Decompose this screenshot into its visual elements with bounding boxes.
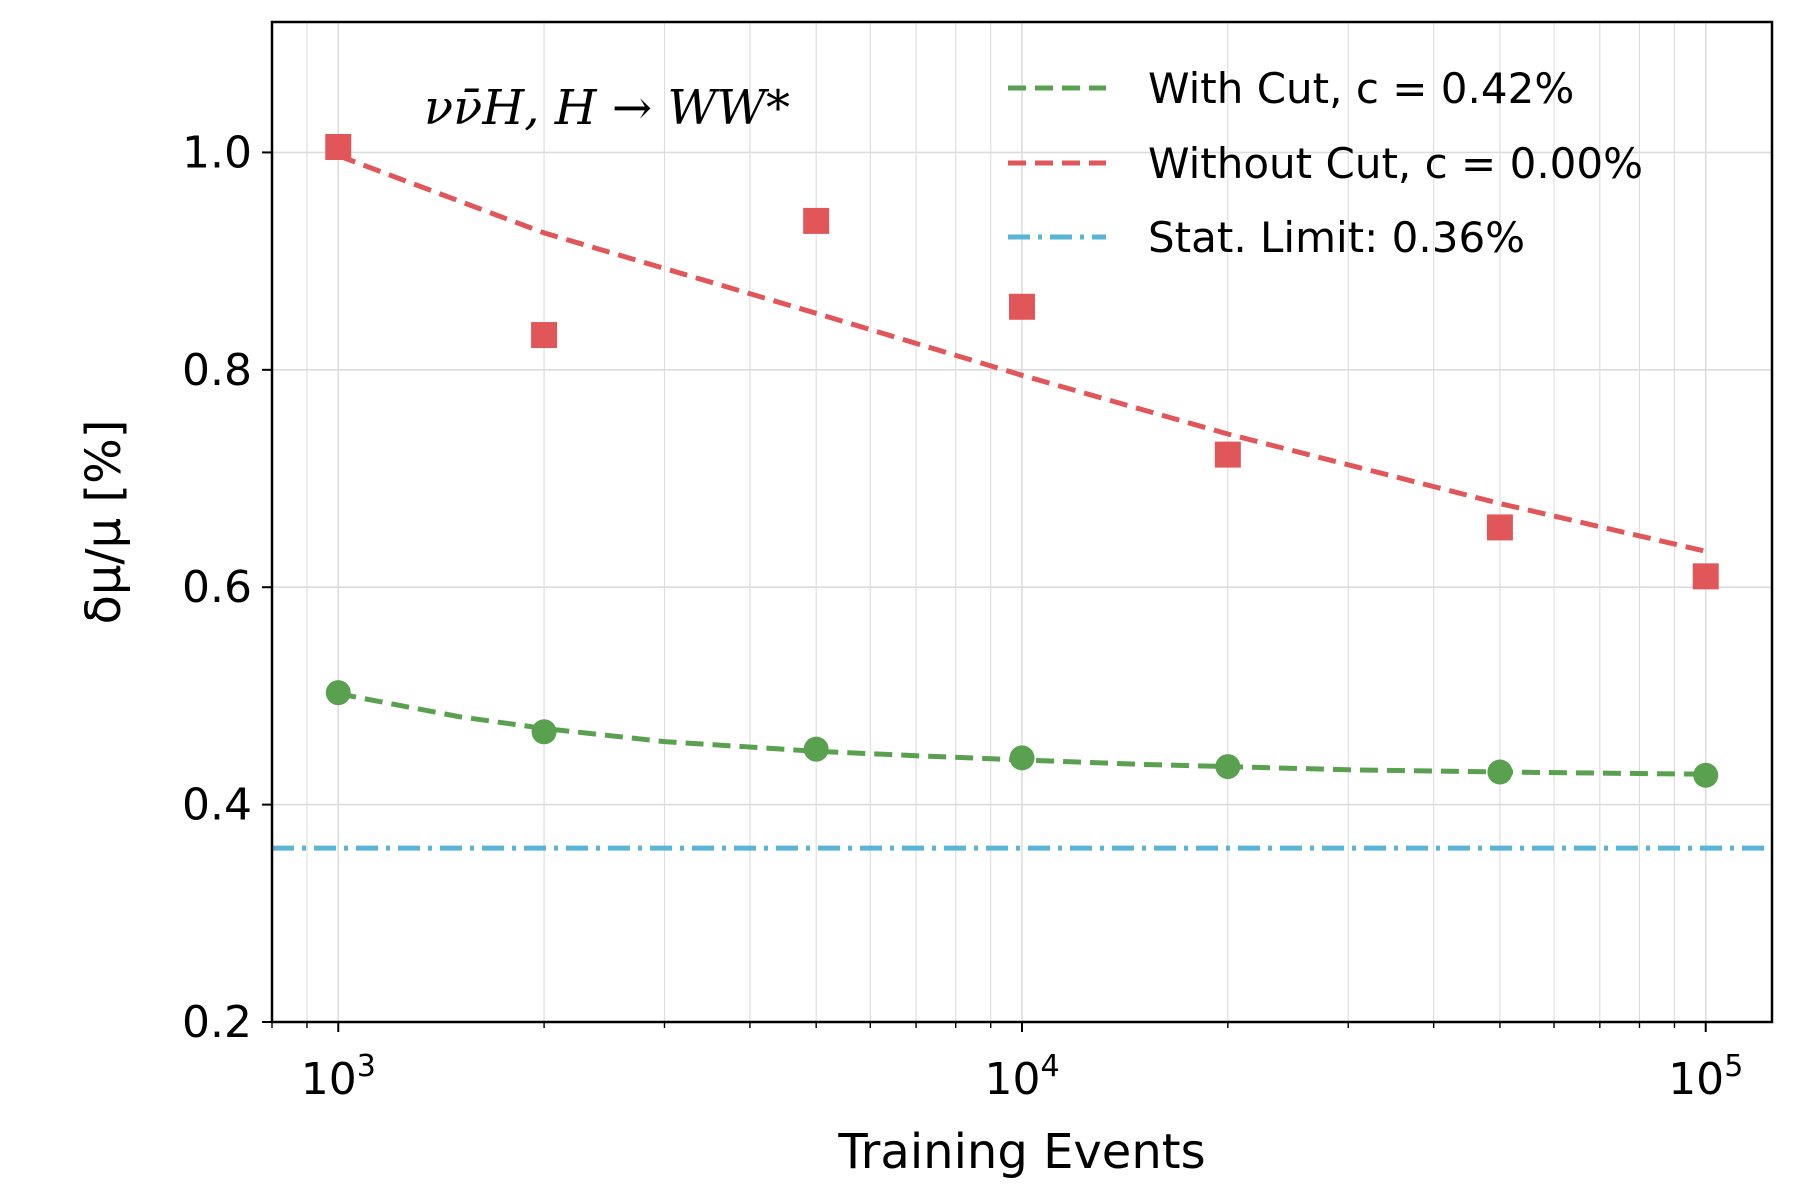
with-cut-point bbox=[531, 719, 557, 745]
data-layer bbox=[272, 134, 1772, 851]
x-tick-label: 104 bbox=[984, 1049, 1059, 1105]
y-axis-title: δμ/μ [%] bbox=[76, 420, 132, 625]
x-tick-label-exponent: 5 bbox=[1724, 1049, 1743, 1084]
y-tick-label: 1.0 bbox=[182, 127, 252, 178]
without-cut-point bbox=[1692, 563, 1719, 590]
x-tick-label: 103 bbox=[301, 1049, 376, 1105]
x-tick-label: 105 bbox=[1668, 1049, 1743, 1105]
without-cut-point bbox=[1486, 514, 1513, 541]
legend-label-with-cut: With Cut, c = 0.42% bbox=[1148, 64, 1574, 113]
legend-label-without-cut: Without Cut, c = 0.00% bbox=[1148, 139, 1643, 188]
without-cut-point bbox=[531, 322, 558, 349]
legend: With Cut, c = 0.42% Without Cut, c = 0.0… bbox=[1008, 64, 1643, 262]
with-cut-point bbox=[1009, 745, 1035, 771]
with-cut-point bbox=[1487, 759, 1513, 785]
legend-label-stat-limit: Stat. Limit: 0.36% bbox=[1148, 213, 1525, 262]
without-cut-point bbox=[325, 134, 352, 160]
y-tick-label: 0.2 bbox=[182, 997, 252, 1048]
x-tick-label-base: 10 bbox=[301, 1054, 357, 1105]
y-tick-label: 0.8 bbox=[182, 345, 252, 396]
chart-annotation: νν̄H, H → WW* bbox=[424, 80, 790, 136]
with-cut-point bbox=[803, 736, 829, 762]
without-cut-point bbox=[1214, 441, 1241, 468]
x-tick-label-exponent: 4 bbox=[1040, 1049, 1059, 1084]
y-tick-label: 0.4 bbox=[182, 780, 252, 831]
x-axis-title: Training Events bbox=[837, 1124, 1205, 1180]
y-tick-label: 0.6 bbox=[182, 562, 252, 613]
without-cut-fit-line bbox=[337, 153, 1707, 554]
with-cut-point bbox=[325, 680, 351, 706]
without-cut-point bbox=[803, 207, 830, 234]
x-tick-label-base: 10 bbox=[984, 1054, 1040, 1105]
x-tick-label-exponent: 3 bbox=[357, 1049, 376, 1084]
without-cut-point bbox=[1009, 293, 1035, 320]
with-cut-point bbox=[1693, 762, 1719, 788]
with-cut-point bbox=[1215, 754, 1241, 780]
x-tick-label-base: 10 bbox=[1668, 1054, 1724, 1105]
